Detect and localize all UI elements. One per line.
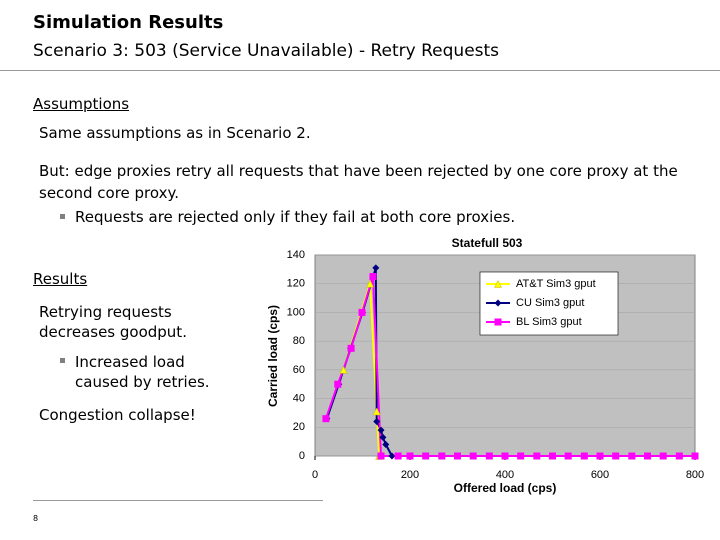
marker: [372, 264, 380, 272]
marker: [379, 433, 387, 441]
x-tick-label: 400: [496, 469, 514, 481]
y-tick-label: 40: [293, 392, 305, 404]
bullet: [60, 358, 65, 363]
y-axis-label: Carried load (cps): [266, 305, 280, 407]
marker: [485, 452, 493, 460]
marker: [612, 452, 620, 460]
marker: [628, 452, 636, 460]
x-tick-label: 800: [686, 469, 704, 481]
bullet-text: Increased load caused by retries.: [75, 353, 210, 391]
x-tick-label: 200: [401, 469, 419, 481]
y-tick-label: 60: [293, 364, 305, 376]
marker: [377, 426, 385, 434]
marker: [388, 452, 396, 460]
page-number: 8: [33, 514, 39, 523]
marker: [438, 452, 446, 460]
marker: [347, 344, 355, 352]
marker: [675, 452, 683, 460]
slide-subtitle: Scenario 3: 503 (Service Unavailable) - …: [33, 41, 500, 61]
marker: [580, 452, 588, 460]
marker: [644, 452, 651, 460]
marker: [422, 452, 430, 460]
y-tick-label: 0: [299, 450, 305, 462]
y-tick-label: 140: [287, 249, 305, 261]
marker: [394, 452, 402, 460]
marker: [382, 441, 390, 449]
legend-label: BL Sim3 gput: [516, 316, 582, 328]
marker: [469, 452, 477, 460]
body-text: Same assumptions as in Scenario 2.: [39, 124, 311, 142]
marker: [358, 308, 366, 316]
marker: [659, 452, 667, 460]
chart-title: Statefull 503: [452, 236, 523, 250]
body-text: But: edge proxies retry all requests tha…: [39, 162, 678, 202]
x-tick-label: 600: [591, 469, 609, 481]
legend-label: CU Sim3 gput: [516, 297, 584, 309]
section-heading: Results: [33, 270, 88, 288]
marker: [372, 407, 381, 416]
slide-title: Simulation Results: [33, 12, 224, 33]
marker: [377, 452, 385, 460]
y-tick-label: 80: [293, 335, 305, 347]
marker: [501, 452, 509, 460]
marker: [334, 380, 342, 388]
y-tick-label: 100: [287, 306, 305, 318]
marker: [549, 452, 556, 460]
marker: [596, 452, 604, 460]
marker: [322, 415, 330, 423]
y-tick-label: 120: [287, 278, 305, 290]
legend-marker: [494, 279, 502, 288]
bullet-text: Requests are rejected only if they fail …: [75, 208, 516, 226]
marker: [366, 279, 375, 288]
x-axis-label: Offered load (cps): [454, 481, 557, 495]
marker: [454, 452, 461, 460]
body-text: Congestion collapse!: [39, 406, 196, 424]
marker: [406, 452, 414, 460]
marker: [517, 452, 525, 460]
y-tick-label: 20: [293, 421, 305, 433]
marker: [373, 418, 381, 426]
header-rule: [0, 70, 720, 71]
body-text: Retrying requests decreases goodput.: [39, 303, 187, 341]
marker: [369, 273, 377, 281]
marker: [564, 452, 572, 460]
legend-marker: [494, 299, 502, 307]
marker: [691, 452, 699, 460]
section-heading: Assumptions: [33, 95, 130, 113]
footer-rule: [33, 500, 323, 501]
bullet: [60, 214, 65, 219]
legend-label: AT&T Sim3 gput: [516, 278, 596, 290]
x-tick-label: 0: [312, 469, 318, 481]
marker: [533, 452, 541, 460]
legend-marker: [494, 318, 502, 326]
marker: [339, 365, 348, 374]
